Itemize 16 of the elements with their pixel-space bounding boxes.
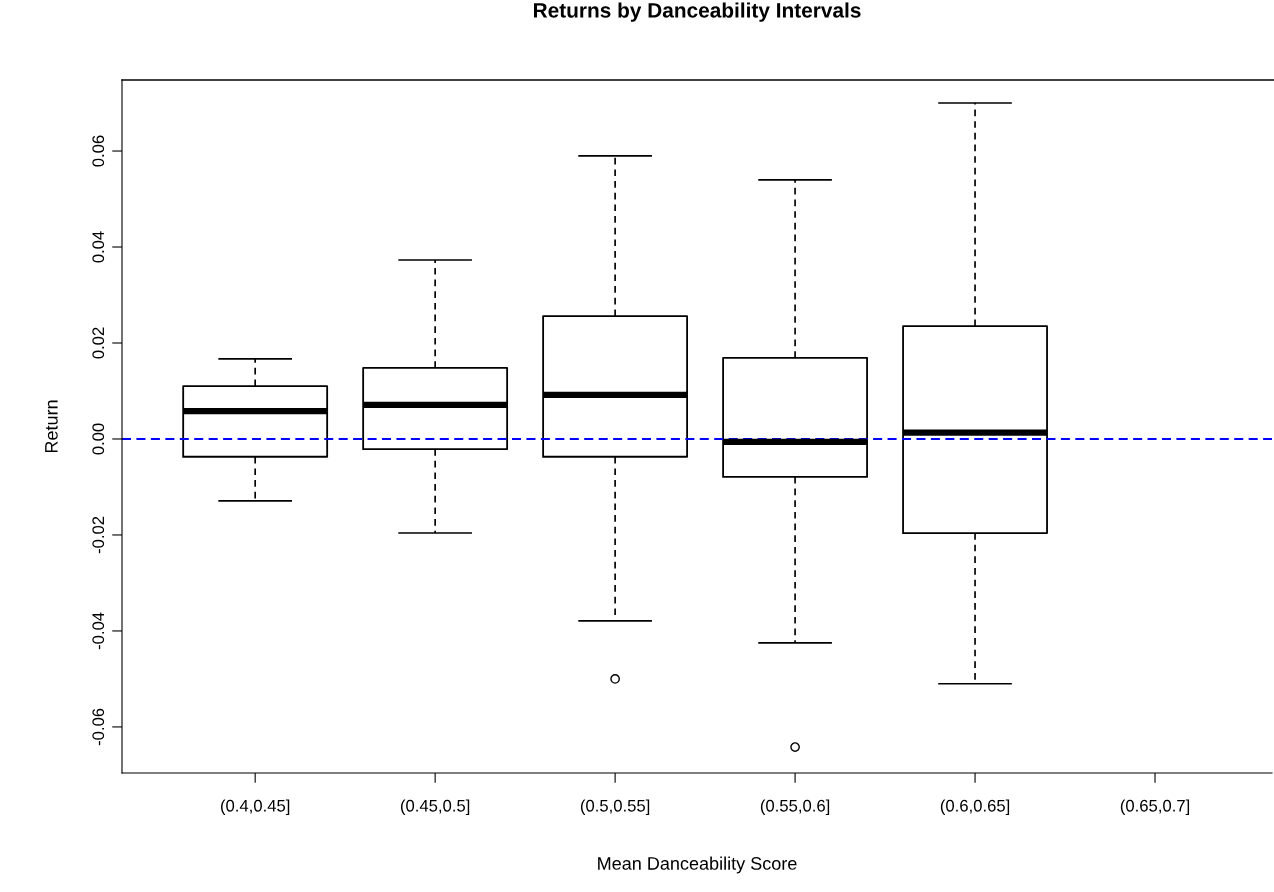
y-tick-label: -0.04 [92,612,105,650]
x-tick-label: (0.4,0.45] [221,799,290,815]
x-tick-label: (0.45,0.5] [400,799,470,815]
y-tick-label: -0.02 [92,516,105,554]
x-tick-label: (0.65,0.7] [1120,799,1190,815]
y-tick-label: 0.00 [92,423,105,455]
y-tick-label: 0.06 [92,135,105,167]
y-tick-label: -0.06 [92,708,105,746]
x-tick-label: (0.6,0.65] [940,799,1010,815]
y-axis-title: Return [45,400,58,453]
y-tick-label: 0.04 [92,231,105,263]
x-tick-label: (0.55,0.6] [760,799,830,815]
y-tick-label: 0.02 [92,327,105,359]
chart-title: Returns by Danceability Intervals [534,2,861,22]
x-axis-title: Mean Danceability Score [598,856,797,874]
x-tick-label: (0.5,0.55] [580,799,650,815]
